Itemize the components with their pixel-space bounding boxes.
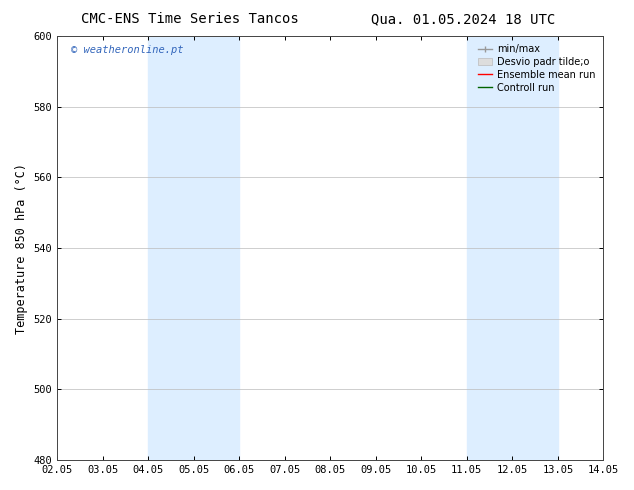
Y-axis label: Temperature 850 hPa (°C): Temperature 850 hPa (°C) [15, 163, 28, 334]
Text: CMC-ENS Time Series Tancos: CMC-ENS Time Series Tancos [81, 12, 299, 26]
Text: © weatheronline.pt: © weatheronline.pt [71, 45, 183, 55]
Bar [467, 36, 512, 460]
Bar [512, 36, 558, 460]
Bar [148, 36, 194, 460]
Legend: min/max, Desvio padr tilde;o, Ensemble mean run, Controll run: min/max, Desvio padr tilde;o, Ensemble m… [475, 41, 598, 96]
Bar [194, 36, 239, 460]
Text: Qua. 01.05.2024 18 UTC: Qua. 01.05.2024 18 UTC [371, 12, 555, 26]
